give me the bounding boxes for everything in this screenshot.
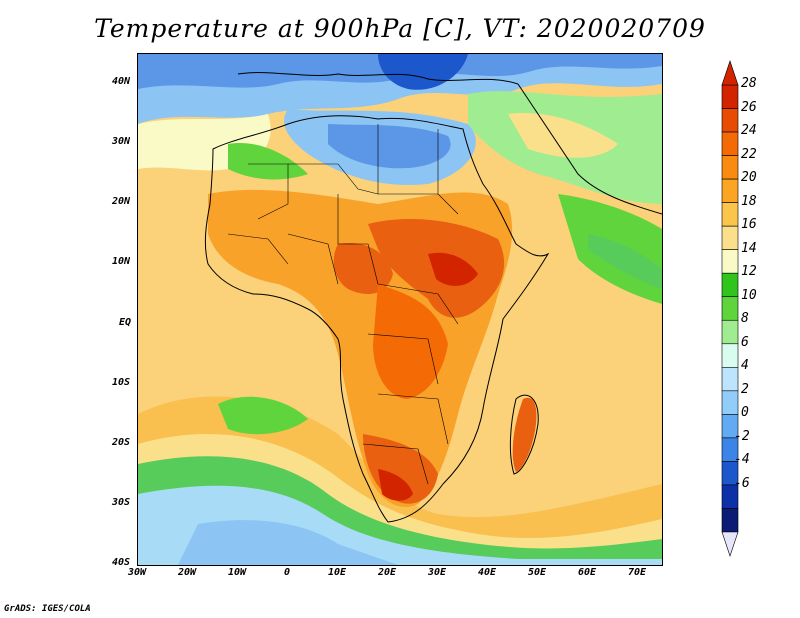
lon-label: 0 [283, 567, 291, 578]
lat-label: EQ [119, 316, 132, 328]
colorbar-level-label: 28 [741, 76, 757, 91]
north-africa-cold [328, 124, 451, 169]
colorbar-level-label: -2 [734, 428, 750, 444]
lon-label: 20W [177, 567, 197, 578]
border-3 [377, 124, 438, 195]
coastlines [204, 72, 662, 523]
lat-label: 30N [112, 136, 131, 148]
colorbar-swatch [721, 131, 739, 156]
colorbar-over-arrow [721, 60, 739, 86]
colorbar-level-label: 4 [741, 358, 749, 374]
colorbar-swatch [721, 272, 739, 298]
border-8 [377, 393, 449, 445]
colorbar-level-label: 0 [741, 405, 749, 421]
colorbar-level-label: -4 [734, 452, 750, 468]
border-11 [287, 233, 339, 285]
central-africa-hot [333, 243, 393, 294]
colorbar-under-arrow [721, 531, 739, 557]
temperature-map [138, 54, 662, 565]
sw-ocean-green [218, 396, 308, 435]
arabia-coast [517, 83, 662, 215]
lat-label: 10S [112, 376, 131, 388]
colorbar-level-label: 2 [741, 381, 749, 397]
colorbar-level-label: 16 [741, 217, 757, 233]
colorbar-level-label: 20 [741, 170, 757, 186]
colorbar-swatch [721, 249, 739, 274]
border-5 [337, 194, 379, 285]
colorbar-swatch [721, 296, 739, 321]
congo-hot [373, 284, 448, 399]
south-cold-patch [178, 520, 398, 565]
colorbar-swatch [721, 84, 739, 109]
colorbar-swatch [721, 319, 739, 345]
border-10 [227, 233, 289, 265]
lon-label: 60E [577, 567, 597, 578]
madagascar-coast [509, 394, 539, 475]
lon-label: 50E [527, 567, 547, 578]
greece-cold-core [378, 54, 468, 90]
border-1 [248, 163, 289, 220]
arabia-yellow [508, 113, 618, 158]
colorbar-swatch [721, 155, 739, 180]
colorbar-swatch [721, 178, 739, 203]
arabian-sea-green-core [588, 234, 662, 289]
colorbar-level-label: 10 [741, 287, 757, 303]
lat-label: 40S [112, 557, 131, 568]
colorbar-level-label: 22 [741, 146, 757, 162]
colorbar-swatch [721, 367, 739, 392]
colorbar-level-label: 14 [741, 240, 757, 256]
lat-label: 30S [112, 496, 131, 508]
border-4 [437, 129, 459, 215]
madagascar [512, 397, 537, 472]
colorbar-swatch [721, 508, 739, 533]
lon-label: 30W [127, 567, 147, 578]
colorbar-swatch [721, 390, 739, 415]
colorbar-level-label: 24 [741, 123, 757, 139]
europe-coast [237, 72, 519, 85]
colorbar-swatch [721, 225, 739, 250]
colorbar-level-label: 8 [741, 311, 749, 327]
lat-label: 10N [112, 256, 131, 268]
lon-label: 40E [477, 567, 497, 578]
lat-label: 20N [112, 196, 131, 208]
lon-label: 20E [377, 567, 397, 578]
colorbar-swatch [721, 343, 739, 368]
colorbar-level-label: 12 [741, 264, 757, 280]
colorbar-swatch [721, 202, 739, 227]
ethiopia-core [428, 252, 478, 286]
lat-label: 20S [112, 436, 131, 448]
colorbar-swatch [721, 108, 739, 133]
map-panel [137, 53, 663, 566]
colorbar-level-label: -6 [734, 475, 750, 491]
africa-coastline [204, 115, 550, 523]
country-borders [227, 124, 459, 485]
lon-label: 10E [327, 567, 347, 578]
border-2 [288, 163, 379, 195]
lon-label: 30E [427, 567, 447, 578]
credit-text: GrADS: IGES/COLA [4, 604, 91, 614]
border-9 [362, 443, 429, 485]
lon-label: 10W [227, 567, 247, 578]
colorbar-level-label: 26 [741, 99, 757, 115]
border-6 [377, 283, 459, 325]
lat-label: 40N [112, 76, 131, 87]
chart-title: Temperature at 900hPa [C], VT: 202002070… [94, 14, 706, 43]
lon-label: 70E [627, 567, 647, 578]
southern-africa-core [378, 469, 413, 501]
border-7 [367, 333, 439, 385]
colorbar-level-label: 6 [741, 334, 749, 350]
colorbar-level-label: 18 [741, 193, 757, 209]
